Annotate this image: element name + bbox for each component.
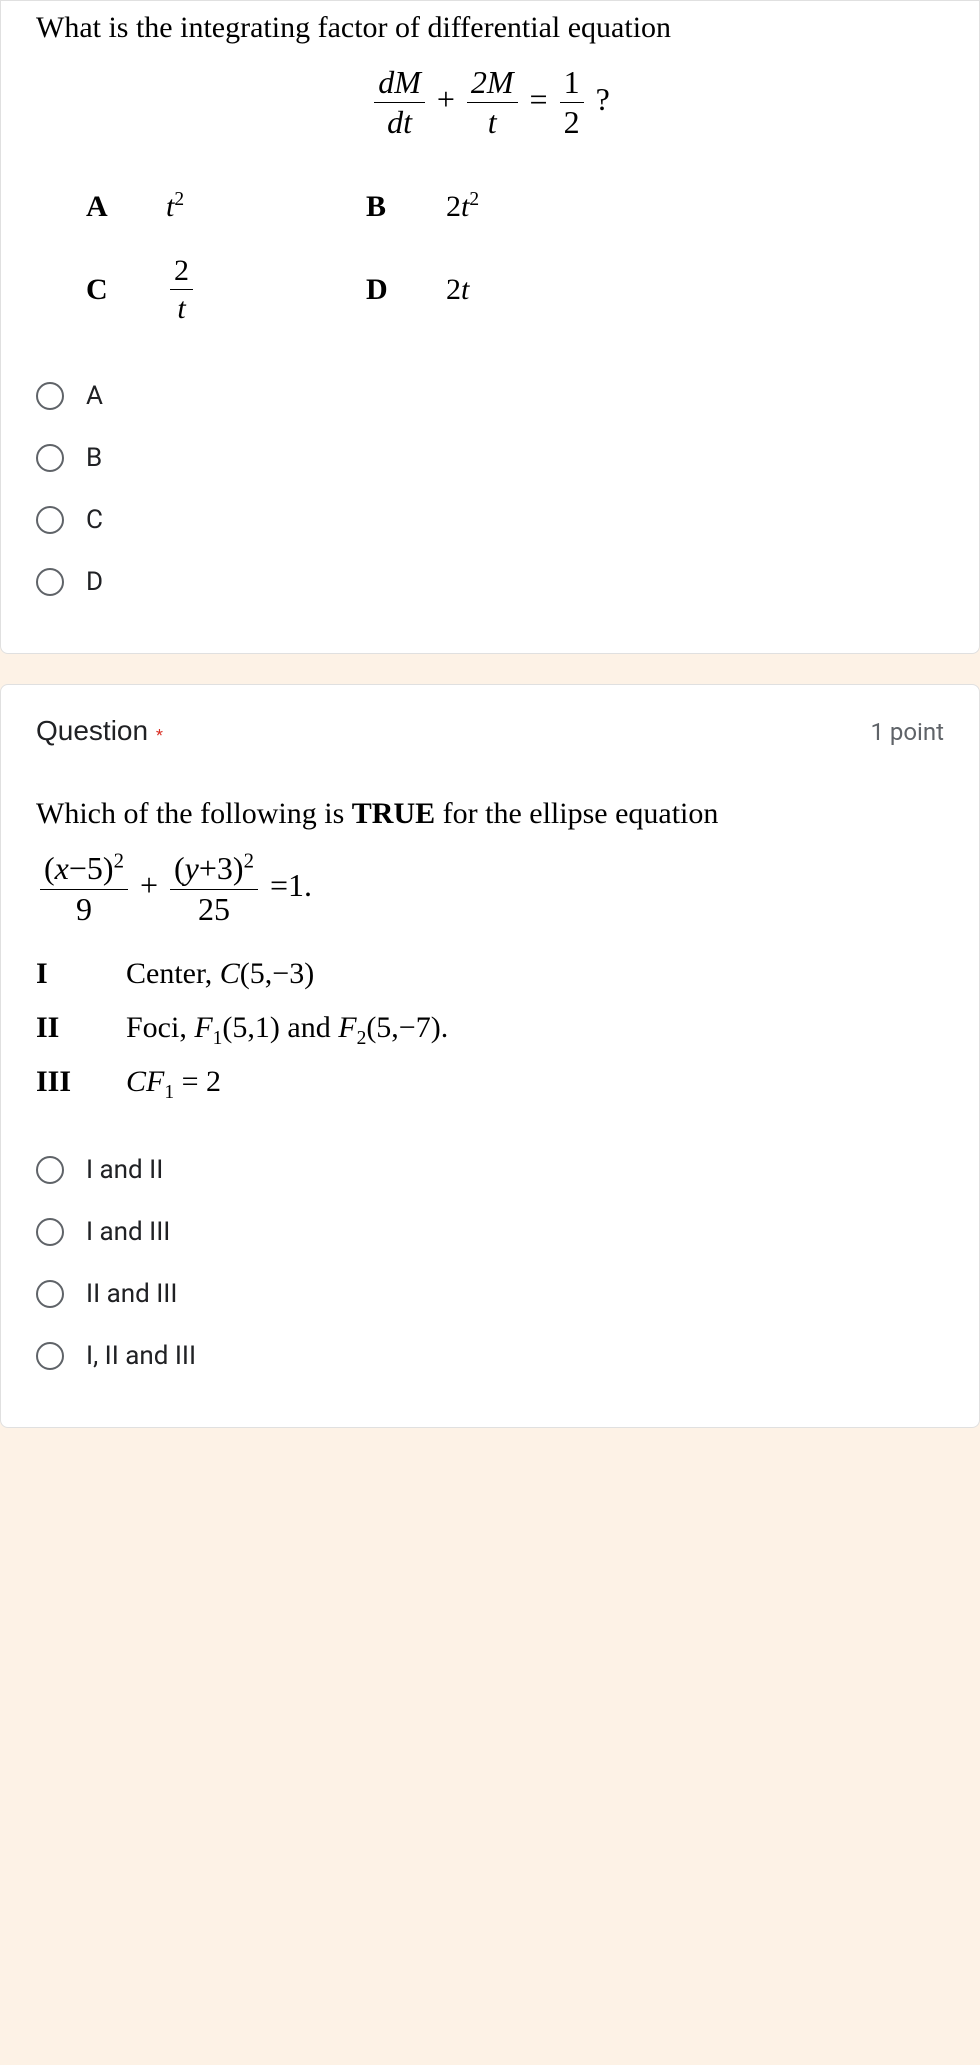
radio-icon (36, 1280, 64, 1308)
q2-prompt: Which of the following is TRUE for the e… (36, 797, 944, 831)
choice-value-b: 2t2 (446, 190, 646, 224)
radio-label: D (86, 567, 103, 597)
radio-label: B (86, 443, 102, 473)
radio-icon (36, 506, 64, 534)
radio-label: A (86, 381, 103, 411)
required-asterisk: * (156, 725, 163, 744)
choice-label-b: B (366, 190, 446, 224)
q2-equation: (x−5)2 9 + (y+3)2 25 =1. (36, 851, 944, 926)
radio-option-c[interactable]: C (36, 489, 944, 551)
radio-option-ii-iii[interactable]: II and III (36, 1263, 944, 1325)
radio-icon (36, 568, 64, 596)
question-title: Question (36, 715, 148, 746)
radio-label: I, II and III (86, 1341, 196, 1371)
radio-option-i-ii-iii[interactable]: I, II and III (36, 1325, 944, 1387)
choice-label-a: A (86, 190, 166, 224)
radio-icon (36, 1218, 64, 1246)
choice-value-d: 2t (446, 273, 646, 307)
radio-icon (36, 1156, 64, 1184)
choice-value-c: 2 t (166, 254, 366, 325)
q2-radio-list: I and II I and III II and III I, II and … (36, 1139, 944, 1387)
radio-option-b[interactable]: B (36, 427, 944, 489)
statements-list: I Center, C(5,−3) II Foci, F1(5,1) and F… (36, 957, 944, 1099)
statement-iii: III CF1 = 2 (36, 1065, 944, 1099)
q1-equation: dM dt + 2M t = 1 2 ? (36, 65, 944, 140)
radio-option-i-ii[interactable]: I and II (36, 1139, 944, 1201)
fraction: (x−5)2 9 (40, 851, 128, 926)
radio-label: C (86, 505, 103, 535)
question-card-2: Question * 1 point Which of the followin… (0, 684, 980, 1427)
radio-label: I and II (86, 1155, 163, 1185)
q1-prompt: What is the integrating factor of differ… (36, 11, 944, 45)
radio-icon (36, 444, 64, 472)
fraction: 2M t (467, 65, 518, 140)
question-card-1: What is the integrating factor of differ… (0, 0, 980, 654)
choice-grid: A t2 B 2t2 C 2 t D 2t (86, 190, 894, 325)
question-points: 1 point (870, 718, 944, 746)
radio-icon (36, 382, 64, 410)
fraction: (y+3)2 25 (170, 851, 258, 926)
choice-label-d: D (366, 273, 446, 307)
fraction: dM dt (374, 65, 425, 140)
radio-option-a[interactable]: A (36, 365, 944, 427)
statement-i: I Center, C(5,−3) (36, 957, 944, 991)
radio-label: II and III (86, 1279, 177, 1309)
radio-option-i-iii[interactable]: I and III (36, 1201, 944, 1263)
question-image-2: Which of the following is TRUE for the e… (36, 797, 944, 1098)
choice-value-a: t2 (166, 190, 366, 224)
card-header: Question * 1 point (36, 715, 944, 747)
radio-icon (36, 1342, 64, 1370)
statement-ii: II Foci, F1(5,1) and F2(5,−7). (36, 1011, 944, 1045)
fraction: 1 2 (560, 65, 584, 140)
radio-label: I and III (86, 1217, 170, 1247)
radio-option-d[interactable]: D (36, 551, 944, 613)
fraction: 2 t (170, 254, 193, 325)
q1-radio-list: A B C D (36, 365, 944, 613)
question-image-1: What is the integrating factor of differ… (36, 11, 944, 325)
choice-label-c: C (86, 273, 166, 307)
